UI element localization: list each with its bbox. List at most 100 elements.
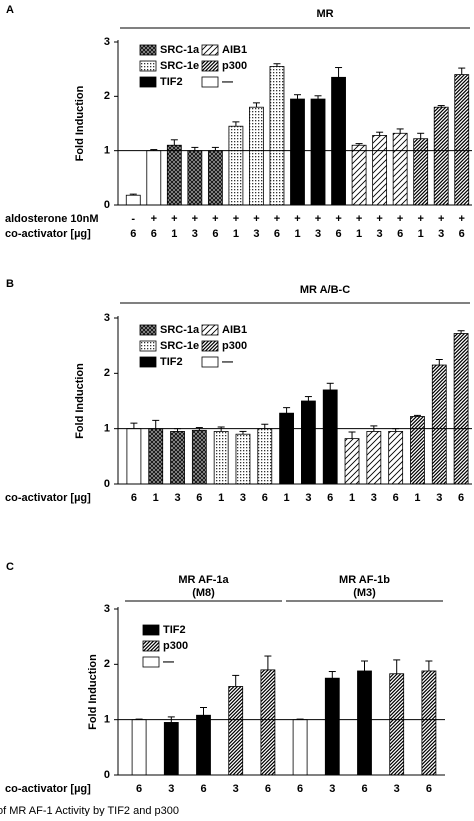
x-tick-label: 1 bbox=[153, 492, 159, 504]
bar bbox=[196, 714, 211, 776]
row-label: aldosterone 10nM bbox=[5, 213, 99, 225]
x-tick-label: 3 bbox=[377, 228, 383, 240]
bar bbox=[257, 428, 273, 485]
x-tick-label: 3 bbox=[168, 783, 174, 795]
group-subtitle: (M8) bbox=[192, 587, 215, 599]
legend-label: p300 bbox=[222, 340, 247, 352]
row-value: + bbox=[192, 213, 198, 225]
legend-swatch bbox=[201, 44, 219, 56]
x-tick-label: 6 bbox=[327, 492, 333, 504]
bar bbox=[310, 98, 326, 206]
legend-label: SRC-1a bbox=[160, 44, 200, 56]
y-tick-label: 2 bbox=[104, 658, 110, 670]
x-tick-label: 6 bbox=[131, 492, 137, 504]
bar bbox=[413, 138, 429, 206]
legend-label: SRC-1a bbox=[160, 324, 200, 336]
y-tick-label: 0 bbox=[104, 199, 110, 211]
bar bbox=[453, 333, 469, 485]
y-tick-label: 2 bbox=[104, 367, 110, 379]
x-tick-label: 6 bbox=[393, 492, 399, 504]
chart-title: MR A/B-C bbox=[300, 284, 350, 296]
row-value: - bbox=[131, 213, 135, 225]
bar bbox=[301, 400, 316, 485]
legend-swatch bbox=[142, 624, 160, 636]
row-value: + bbox=[274, 213, 280, 225]
legend-swatch bbox=[139, 60, 157, 72]
legend-label: SRC-1e bbox=[160, 340, 199, 352]
legend-swatch bbox=[139, 356, 157, 368]
x-tick-label: 6 bbox=[262, 492, 268, 504]
x-tick-label: 3 bbox=[394, 783, 400, 795]
x-tick-label: 1 bbox=[233, 228, 239, 240]
legend-swatch bbox=[201, 76, 219, 88]
legend-label: p300 bbox=[222, 60, 247, 72]
legend-swatch bbox=[139, 324, 157, 336]
bar bbox=[357, 670, 372, 776]
x-tick-label: 1 bbox=[218, 492, 224, 504]
x-tick-label: 6 bbox=[212, 228, 218, 240]
y-axis-label: Fold Induction bbox=[74, 363, 86, 439]
bar bbox=[166, 144, 182, 206]
row-value: + bbox=[315, 213, 321, 225]
legend-label: — bbox=[163, 656, 174, 668]
y-tick-label: 1 bbox=[104, 145, 110, 157]
row-value: + bbox=[253, 213, 259, 225]
legend-label: — bbox=[222, 76, 233, 88]
legend-swatch bbox=[201, 60, 219, 72]
bar bbox=[187, 150, 203, 206]
x-tick-label: 6 bbox=[151, 228, 157, 240]
x-tick-label: 6 bbox=[426, 783, 432, 795]
y-tick-label: 3 bbox=[104, 603, 110, 615]
bar bbox=[322, 389, 338, 485]
bar bbox=[191, 429, 207, 485]
legend-label: AIB1 bbox=[222, 324, 247, 336]
x-tick-label: 6 bbox=[335, 228, 341, 240]
y-axis-label: Fold Induction bbox=[87, 654, 99, 730]
bar bbox=[372, 135, 388, 206]
bar bbox=[351, 144, 367, 206]
legend-swatch bbox=[201, 356, 219, 368]
legend-swatch bbox=[139, 44, 157, 56]
x-tick-label: 6 bbox=[265, 783, 271, 795]
x-tick-label: 1 bbox=[294, 228, 300, 240]
bar bbox=[235, 433, 251, 485]
x-axis-label: co-activator [µg] bbox=[5, 492, 91, 504]
x-tick-label: 1 bbox=[418, 228, 424, 240]
legend-label: p300 bbox=[163, 640, 188, 652]
legend-swatch bbox=[139, 76, 157, 88]
bar bbox=[260, 669, 276, 776]
x-tick-label: 3 bbox=[192, 228, 198, 240]
x-tick-label: 1 bbox=[349, 492, 355, 504]
row-value: + bbox=[376, 213, 382, 225]
legend-label: — bbox=[222, 356, 233, 368]
x-tick-label: 3 bbox=[240, 492, 246, 504]
y-tick-label: 3 bbox=[104, 312, 110, 324]
x-tick-label: 1 bbox=[356, 228, 362, 240]
group-title: MR AF-1b bbox=[339, 574, 390, 586]
bar bbox=[389, 673, 405, 776]
bar bbox=[228, 686, 244, 776]
row-value: + bbox=[356, 213, 362, 225]
legend-swatch bbox=[142, 640, 160, 652]
legend-label: TIF2 bbox=[163, 624, 186, 636]
x-tick-label: 3 bbox=[233, 783, 239, 795]
legend-label: SRC-1e bbox=[160, 60, 199, 72]
x-tick-label: 3 bbox=[371, 492, 377, 504]
x-tick-label: 3 bbox=[436, 492, 442, 504]
x-axis-label: co-activator [µg] bbox=[5, 783, 91, 795]
bar bbox=[433, 106, 449, 206]
legend-label: TIF2 bbox=[160, 356, 183, 368]
bar bbox=[421, 670, 437, 776]
row-value: + bbox=[294, 213, 300, 225]
bar bbox=[249, 106, 264, 206]
x-tick-label: 6 bbox=[196, 492, 202, 504]
bar bbox=[170, 431, 185, 485]
x-axis-label: co-activator [µg] bbox=[5, 228, 91, 240]
bar bbox=[148, 428, 164, 485]
bar bbox=[126, 428, 142, 485]
bar bbox=[292, 719, 308, 776]
x-tick-label: 1 bbox=[284, 492, 290, 504]
row-value: + bbox=[212, 213, 218, 225]
legend-label: AIB1 bbox=[222, 44, 247, 56]
